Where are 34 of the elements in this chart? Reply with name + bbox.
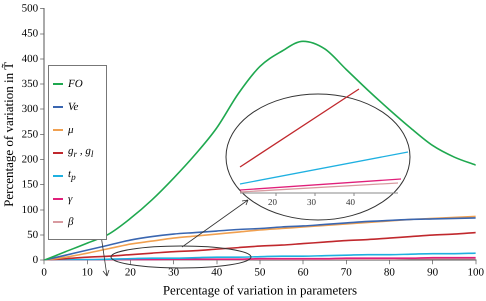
annotation: 20 [268, 197, 277, 207]
legend-label: γ [68, 192, 72, 204]
y-tick-label: 250 [22, 128, 39, 140]
legend-label: t$_{p}$ [68, 168, 76, 183]
annotation: 30 [307, 197, 316, 207]
legend-label: FO [68, 78, 83, 90]
x-tick-label: 60 [298, 266, 310, 279]
y-tick-label: 350 [22, 78, 39, 90]
x-tick-label: 20 [124, 266, 136, 279]
y-tick-label: 450 [22, 28, 39, 40]
legend-label: Ve [68, 100, 78, 112]
x-tick-label: 0 [41, 266, 48, 279]
x-axis-title: Percentage of variation in parameters [162, 282, 358, 298]
x-tick-label: 10 [82, 266, 94, 279]
x-tick-label: 80 [384, 266, 396, 279]
y-axis-title: Percentage of variation in T̃ [1, 62, 16, 207]
y-tick-label: 200 [22, 153, 39, 166]
x-tick-label: 70 [340, 266, 352, 279]
y-tick-label: 300 [22, 103, 39, 116]
legend-label: μ [68, 124, 74, 136]
y-tick-label: 100 [22, 204, 39, 216]
x-tick-label: 50 [254, 266, 266, 279]
legend-label: g$_{r}$ , g$_{l}$ [68, 145, 94, 160]
y-tick-label: 50 [27, 228, 39, 241]
x-tick-label: 90 [427, 266, 439, 279]
y-tick-label: 150 [22, 178, 39, 191]
legend-label: β [68, 216, 74, 228]
annotation: 40 [346, 197, 355, 207]
x-tick-label: 100 [468, 266, 484, 279]
x-tick-label: 30 [168, 266, 180, 279]
y-tick-label: 500 [22, 2, 39, 14]
x-tick-label: 40 [211, 266, 223, 279]
y-tick-label: 0 [32, 254, 39, 266]
y-tick-label: 400 [22, 52, 39, 65]
